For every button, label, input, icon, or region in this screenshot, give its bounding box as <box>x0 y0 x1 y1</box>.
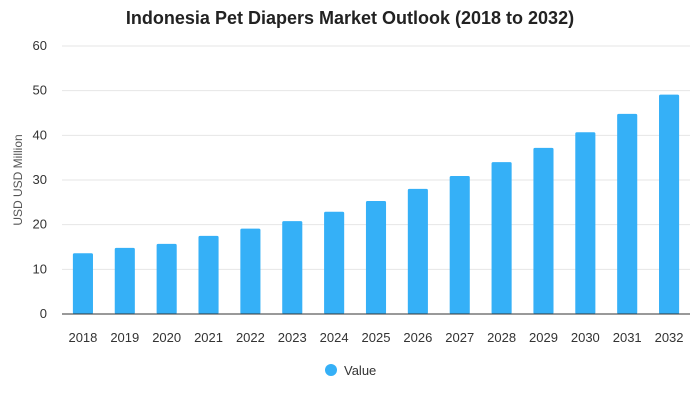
y-tick-label: 40 <box>33 127 47 142</box>
x-tick-label: 2024 <box>320 330 349 345</box>
bar[interactable] <box>282 221 303 314</box>
bar[interactable] <box>491 162 512 314</box>
x-tick-label: 2022 <box>236 330 265 345</box>
y-tick-label: 20 <box>33 217 47 232</box>
bar[interactable] <box>449 175 470 314</box>
bar[interactable] <box>324 211 345 314</box>
bar[interactable] <box>198 235 219 314</box>
chart-title: Indonesia Pet Diapers Market Outlook (20… <box>125 8 575 28</box>
bar[interactable] <box>240 228 261 314</box>
bars <box>72 94 680 314</box>
legend[interactable]: Value <box>325 363 376 378</box>
bar[interactable] <box>156 243 177 314</box>
x-tick-label: 2028 <box>487 330 516 345</box>
y-tick-label: 60 <box>33 38 47 53</box>
x-tick-label: 2019 <box>110 330 139 345</box>
bar[interactable] <box>365 200 387 314</box>
bar[interactable] <box>659 94 680 314</box>
x-tick-label: 2018 <box>68 330 97 345</box>
bar[interactable] <box>617 113 638 314</box>
y-tick-label: 0 <box>40 306 47 321</box>
y-tick-label: 10 <box>33 261 47 276</box>
x-tick-label: 2030 <box>571 330 600 345</box>
legend-label: Value <box>344 363 376 378</box>
x-axis-ticks: 2018 2019 2020 2021 2022 2023 2024 2025 2026 2027… <box>68 330 683 345</box>
x-tick-label: 2023 <box>278 330 307 345</box>
x-tick-label: 2021 <box>194 330 223 345</box>
x-tick-label: 2029 <box>529 330 558 345</box>
y-axis-ticks: 0 10 20 30 40 50 60 <box>33 38 47 321</box>
x-tick-label: 2025 <box>362 330 391 345</box>
x-tick-label: 2026 <box>403 330 432 345</box>
bar[interactable] <box>114 247 135 314</box>
bar[interactable] <box>407 188 428 314</box>
x-tick-label: 2027 <box>445 330 474 345</box>
bar[interactable] <box>533 147 554 314</box>
bar[interactable] <box>72 253 93 314</box>
x-tick-label: 2031 <box>613 330 642 345</box>
y-axis-label: USD USD Million <box>11 134 25 225</box>
x-tick-label: 2020 <box>152 330 181 345</box>
bar[interactable] <box>575 132 596 314</box>
y-tick-label: 30 <box>33 172 47 187</box>
legend-marker <box>325 364 337 376</box>
x-tick-label: 2032 <box>655 330 684 345</box>
y-tick-label: 50 <box>33 83 47 98</box>
